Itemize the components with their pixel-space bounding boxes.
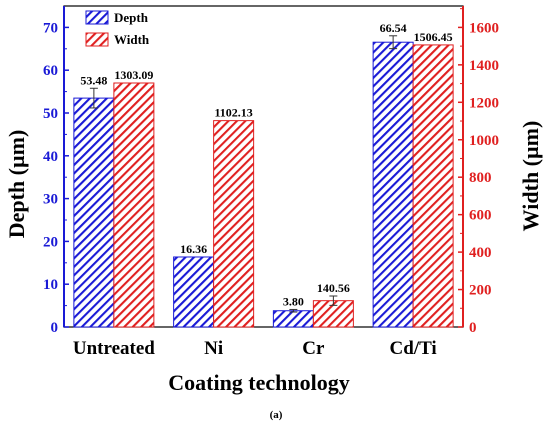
data-label: 16.36 bbox=[180, 242, 207, 256]
y-axis-title: Depth (µm) bbox=[4, 130, 29, 239]
y2-tick-label: 1400 bbox=[469, 58, 499, 74]
data-label: 1303.09 bbox=[114, 68, 153, 82]
data-label: 53.48 bbox=[80, 73, 107, 87]
legend-label-width: Width bbox=[114, 32, 150, 47]
x-tick-label: Cd/Ti bbox=[390, 338, 437, 359]
legend: Depth Width bbox=[85, 10, 150, 47]
bar-depth bbox=[173, 256, 215, 328]
y2-tick-label: 1200 bbox=[469, 95, 499, 111]
bar-depth bbox=[73, 97, 115, 328]
y2-tick-label: 600 bbox=[469, 208, 492, 224]
y2-axis-title: Width (µm) bbox=[518, 121, 543, 232]
x-axis-title: Coating technology bbox=[168, 370, 350, 395]
y-tick-label: 50 bbox=[43, 106, 58, 122]
x-tick-label: Untreated bbox=[73, 338, 155, 359]
x-tick-label: Cr bbox=[302, 338, 325, 359]
y-tick-label: 0 bbox=[51, 320, 59, 336]
figure-caption: (a) bbox=[270, 409, 283, 421]
data-label: 1102.13 bbox=[214, 106, 252, 120]
y2-tick-label: 0 bbox=[469, 320, 477, 336]
legend-label-depth: Depth bbox=[114, 10, 149, 25]
y-tick-label: 40 bbox=[43, 149, 58, 165]
y2-tick-label: 400 bbox=[469, 245, 492, 261]
bar-depth bbox=[272, 310, 314, 328]
y2-tick-label: 1600 bbox=[469, 20, 499, 36]
bar-width bbox=[113, 82, 155, 328]
y-tick-label: 30 bbox=[43, 192, 58, 208]
y-tick-label: 10 bbox=[43, 277, 58, 293]
data-label: 3.80 bbox=[283, 294, 304, 308]
y2-tick-label: 200 bbox=[469, 283, 492, 299]
legend-swatch-width bbox=[85, 32, 109, 47]
x-tick-label: Ni bbox=[204, 338, 223, 359]
y2-tick-label: 1000 bbox=[469, 133, 499, 149]
y2-tick-label: 800 bbox=[469, 170, 492, 186]
bar-width bbox=[412, 44, 454, 328]
legend-swatch-depth bbox=[85, 10, 109, 25]
bar-width bbox=[213, 120, 255, 328]
y-tick-label: 60 bbox=[43, 63, 58, 79]
data-label: 140.56 bbox=[317, 281, 350, 295]
data-label: 66.54 bbox=[380, 21, 407, 35]
y-tick-label: 70 bbox=[43, 20, 58, 36]
data-label: 1506.45 bbox=[414, 30, 453, 44]
bar-depth bbox=[372, 41, 414, 328]
y-tick-label: 20 bbox=[43, 234, 58, 250]
